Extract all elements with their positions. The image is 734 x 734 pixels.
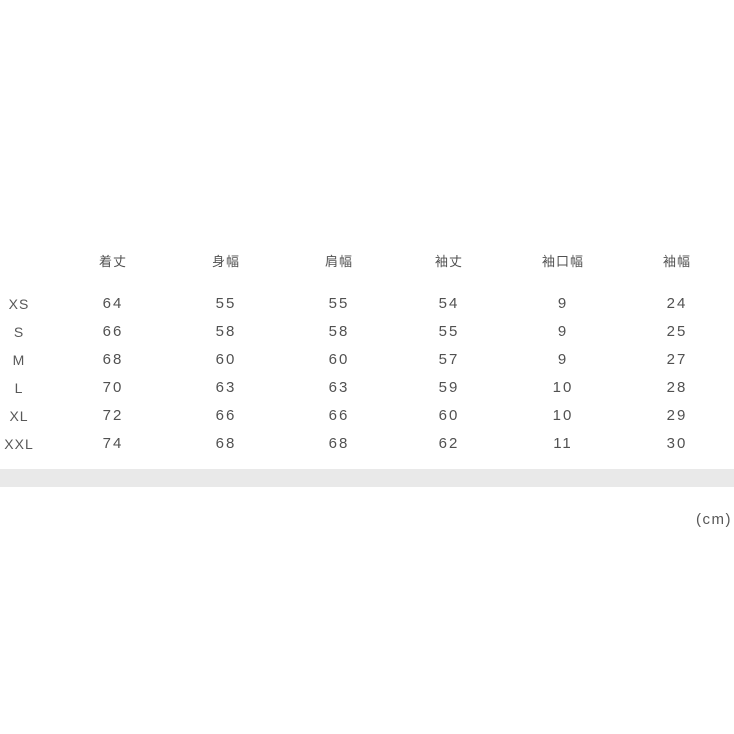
measurement-value: 58	[328, 323, 350, 340]
size-label: XS	[8, 296, 30, 312]
size-label: XL	[9, 408, 29, 424]
measurement-value: 68	[215, 435, 237, 452]
measurement-value: 60	[438, 407, 460, 424]
measurement-value: 24	[666, 295, 688, 312]
measurement-value: 72	[102, 407, 124, 424]
table-row: M 68 60 60 57 9 27	[0, 346, 734, 374]
measurement-value: 29	[666, 407, 688, 424]
size-label: S	[13, 324, 25, 340]
table-body: XS 64 55 55 54 9 24 S 66 58 58 55 9 25 M 68 60 60 57 9 27 L 70…	[0, 290, 734, 458]
measurement-value: 27	[666, 351, 688, 368]
measurement-value: 66	[328, 407, 350, 424]
measurement-value: 28	[666, 379, 688, 396]
measurement-value: 74	[102, 435, 124, 452]
column-header: 肩幅	[324, 254, 353, 269]
unit-label: (cm)	[696, 511, 732, 528]
measurement-value: 59	[438, 379, 460, 396]
measurement-value: 60	[215, 351, 237, 368]
measurement-value: 66	[215, 407, 237, 424]
measurement-value: 10	[552, 407, 574, 424]
measurement-value: 68	[328, 435, 350, 452]
column-header: 袖口幅	[541, 254, 584, 269]
measurement-value: 10	[552, 379, 574, 396]
measurement-value: 60	[328, 351, 350, 368]
measurement-value: 63	[215, 379, 237, 396]
table-row: XS 64 55 55 54 9 24	[0, 290, 734, 318]
measurement-value: 30	[666, 435, 688, 452]
table-row: S 66 58 58 55 9 25	[0, 318, 734, 346]
measurement-value: 63	[328, 379, 350, 396]
measurement-value: 66	[102, 323, 124, 340]
measurement-value: 9	[557, 295, 569, 312]
measurement-value: 55	[328, 295, 350, 312]
measurement-value: 54	[438, 295, 460, 312]
size-label: L	[14, 380, 24, 396]
measurement-value: 55	[438, 323, 460, 340]
column-header: 袖幅	[662, 254, 691, 269]
measurement-value: 57	[438, 351, 460, 368]
column-header: 袖丈	[434, 254, 463, 269]
measurement-value: 11	[553, 435, 573, 452]
size-label: XXL	[4, 436, 34, 452]
measurement-value: 64	[102, 295, 124, 312]
measurement-value: 9	[557, 323, 569, 340]
column-header: 着丈	[98, 254, 127, 269]
measurement-value: 25	[666, 323, 688, 340]
measurement-value: 9	[557, 351, 569, 368]
column-header: 身幅	[211, 254, 240, 269]
size-label: M	[12, 352, 26, 368]
size-chart-table: 着丈 身幅 肩幅 袖丈 袖口幅 袖幅 XS 64 55 55 54 9 24 S 66 58 58 55 9 25 M…	[0, 248, 734, 458]
table-row: L 70 63 63 59 10 28	[0, 374, 734, 402]
table-row: XL 72 66 66 60 10 29	[0, 402, 734, 430]
divider-band	[0, 469, 734, 487]
table-header-row: 着丈 身幅 肩幅 袖丈 袖口幅 袖幅	[0, 248, 734, 276]
table-row: XXL 74 68 68 62 11 30	[0, 430, 734, 458]
measurement-value: 55	[215, 295, 237, 312]
measurement-value: 68	[102, 351, 124, 368]
measurement-value: 62	[438, 435, 460, 452]
measurement-value: 58	[215, 323, 237, 340]
measurement-value: 70	[102, 379, 124, 396]
